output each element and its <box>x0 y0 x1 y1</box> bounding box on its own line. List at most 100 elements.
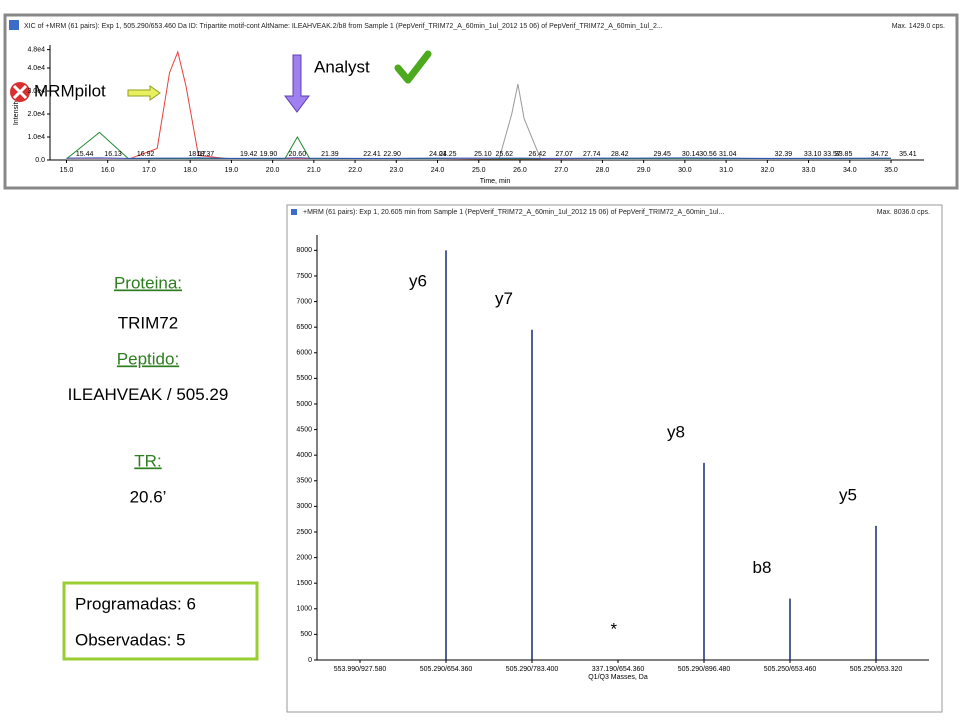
x-tick-label: 21.0 <box>307 167 321 174</box>
peak-label: 34.72 <box>871 151 889 158</box>
peak-label: 31.04 <box>719 151 737 158</box>
x-tick-label: 505.290/783.400 <box>506 666 559 673</box>
peak-label: 16.13 <box>104 151 122 158</box>
y-tick-label: 6000 <box>296 350 312 357</box>
x-tick-label: 35.0 <box>884 167 898 174</box>
y-tick-label: 7000 <box>296 298 312 305</box>
peptide-label: Peptido: <box>117 349 179 368</box>
x-tick-label: 505.290/654.360 <box>420 666 473 673</box>
peak-label: 27.07 <box>555 151 573 158</box>
x-tick-label: 505.250/653.320 <box>850 666 903 673</box>
y-tick-label: 0.0 <box>35 157 45 164</box>
window-icon <box>9 20 19 30</box>
rt-label: TR: <box>134 451 161 470</box>
mrmpilot-arrow <box>127 85 161 101</box>
y-tick-label: 4500 <box>296 426 312 433</box>
peak-label: 15.44 <box>76 151 94 158</box>
x-tick-label: 34.0 <box>843 167 857 174</box>
ion-label: y7 <box>495 289 513 308</box>
peptide-box: ILEAHVEAK / 505.29 <box>67 385 229 404</box>
bar <box>789 598 791 660</box>
series-line <box>66 157 892 159</box>
window-icon <box>291 209 297 215</box>
peptide: ILEAHVEAK / 505.29 <box>67 385 229 404</box>
y-tick-label: 3000 <box>296 503 312 510</box>
y-tick-label: 2500 <box>296 529 312 536</box>
x-tick-label: 29.0 <box>637 167 651 174</box>
protein-label: Proteina: <box>114 273 182 292</box>
rt: 20.6’ <box>130 487 167 506</box>
y-tick-label: 5500 <box>296 375 312 382</box>
check-icon <box>394 50 432 84</box>
bar <box>531 329 533 660</box>
x-tick-label: 27.0 <box>554 167 568 174</box>
chart-frame <box>286 204 943 713</box>
peak-label: 29.45 <box>653 151 671 158</box>
chart-title: +MRM (61 pairs): Exp 1, 20.605 min from … <box>303 209 724 216</box>
y-tick-label: 1000 <box>296 606 312 613</box>
y-tick-label: 5000 <box>296 401 312 408</box>
y-tick-label: 500 <box>300 631 312 638</box>
x-tick-label: 16.0 <box>101 167 115 174</box>
x-tick-label: 22.0 <box>348 167 362 174</box>
x-tick-label: 31.0 <box>719 167 733 174</box>
chart-title: XIC of +MRM (61 pairs): Exp 1, 505.290/6… <box>24 23 663 30</box>
y-axis-label: Intensity, cps <box>13 84 20 125</box>
peak-label: 25.10 <box>474 151 492 158</box>
bar <box>445 250 447 660</box>
analyst-arrow <box>284 54 310 113</box>
peak-label: 33.57 <box>823 151 841 158</box>
observed: Observadas: 5 <box>75 630 186 649</box>
x-tick-label: 23.0 <box>389 167 403 174</box>
protein: TRIM72 <box>118 313 178 332</box>
peak-label: 30.14 <box>682 151 700 158</box>
chart-subtitle: Max. 1429.0 cps. <box>892 23 945 30</box>
peak-label: 22.90 <box>383 151 401 158</box>
peak-label: 25.62 <box>496 151 514 158</box>
peak-label: 20.60 <box>289 151 307 158</box>
x-tick-label: 15.0 <box>60 167 74 174</box>
x-tick-label: 505.290/896.480 <box>678 666 731 673</box>
peak-label: 18.37 <box>197 151 215 158</box>
ion-label: * <box>610 619 617 638</box>
peak-label: 24.01 <box>429 151 447 158</box>
x-tick-label: 505.250/653.460 <box>764 666 817 673</box>
peak-label: 35.41 <box>899 151 917 158</box>
peak-label: 32.39 <box>775 151 793 158</box>
ion-label: y5 <box>839 485 857 504</box>
ion-label: y8 <box>667 422 685 441</box>
chart-subtitle: Max. 8036.0 cps. <box>877 209 930 216</box>
peak-label: 24.25 <box>439 151 457 158</box>
x-tick-label: 17.0 <box>142 167 156 174</box>
y-tick-label: 2000 <box>296 554 312 561</box>
x-tick-label: 32.0 <box>761 167 775 174</box>
x-tick-label: 20.0 <box>266 167 280 174</box>
x-tick-label: 33.0 <box>802 167 816 174</box>
y-tick-label: 1500 <box>296 580 312 587</box>
cross-icon <box>10 82 30 102</box>
x-tick-label: 30.0 <box>678 167 692 174</box>
x-tick-label: 553.990/927.580 <box>334 666 387 673</box>
x-tick-label: 18.0 <box>183 167 197 174</box>
y-tick-label: 0 <box>308 657 312 664</box>
x-axis-label: Time, min <box>480 178 511 185</box>
y-tick-label: 7500 <box>296 273 312 280</box>
peak-label: 33.10 <box>804 151 822 158</box>
y-tick-label: 6500 <box>296 324 312 331</box>
bar <box>875 525 877 660</box>
bar <box>703 462 705 660</box>
y-tick-label: 2.0e4 <box>27 111 45 118</box>
x-tick-label: 28.0 <box>596 167 610 174</box>
peak-label: 28.42 <box>611 151 629 158</box>
peak-label: 26.42 <box>529 151 547 158</box>
x-tick-label: 337.190/654.360 <box>592 666 645 673</box>
y-tick-label: 8000 <box>296 247 312 254</box>
y-tick-label: 4000 <box>296 452 312 459</box>
summary-box <box>62 581 259 661</box>
peak-label: 21.39 <box>321 151 339 158</box>
chart-frame <box>3 13 959 190</box>
ion-label: b8 <box>753 558 772 577</box>
x-tick-label: 25.0 <box>472 167 486 174</box>
peak-label: 18.17 <box>188 151 206 158</box>
y-tick-label: 3500 <box>296 478 312 485</box>
